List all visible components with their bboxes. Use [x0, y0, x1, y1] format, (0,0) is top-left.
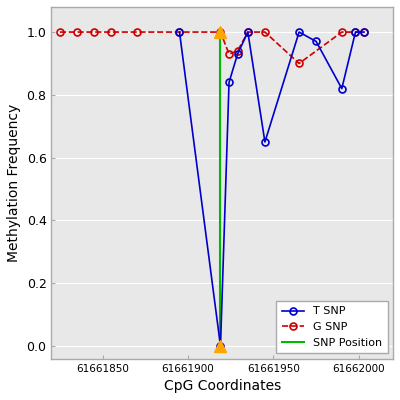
G SNP [340, 30, 344, 34]
G SNP [353, 30, 358, 34]
G SNP [218, 30, 223, 34]
G SNP [58, 30, 62, 34]
G SNP [262, 30, 267, 34]
T SNP [227, 80, 232, 85]
Line: T SNP: T SNP [176, 28, 368, 350]
T SNP [362, 30, 366, 34]
G SNP [235, 48, 240, 53]
G SNP [74, 30, 79, 34]
T SNP [340, 86, 344, 91]
Legend: T SNP, G SNP, SNP Position: T SNP, G SNP, SNP Position [276, 301, 388, 353]
T SNP [314, 39, 318, 44]
G SNP [362, 30, 366, 34]
T SNP [177, 30, 182, 34]
T SNP [246, 30, 250, 34]
G SNP [227, 52, 232, 56]
Line: G SNP: G SNP [56, 28, 368, 67]
T SNP [353, 30, 358, 34]
T SNP [235, 52, 240, 56]
G SNP [246, 30, 250, 34]
G SNP [177, 30, 182, 34]
G SNP [109, 30, 114, 34]
G SNP [134, 30, 139, 34]
T SNP [218, 344, 223, 348]
X-axis label: CpG Coordinates: CpG Coordinates [164, 379, 281, 393]
Y-axis label: Methylation Frequency: Methylation Frequency [7, 104, 21, 262]
T SNP [297, 30, 302, 34]
G SNP [297, 61, 302, 66]
G SNP [92, 30, 96, 34]
T SNP [262, 140, 267, 144]
